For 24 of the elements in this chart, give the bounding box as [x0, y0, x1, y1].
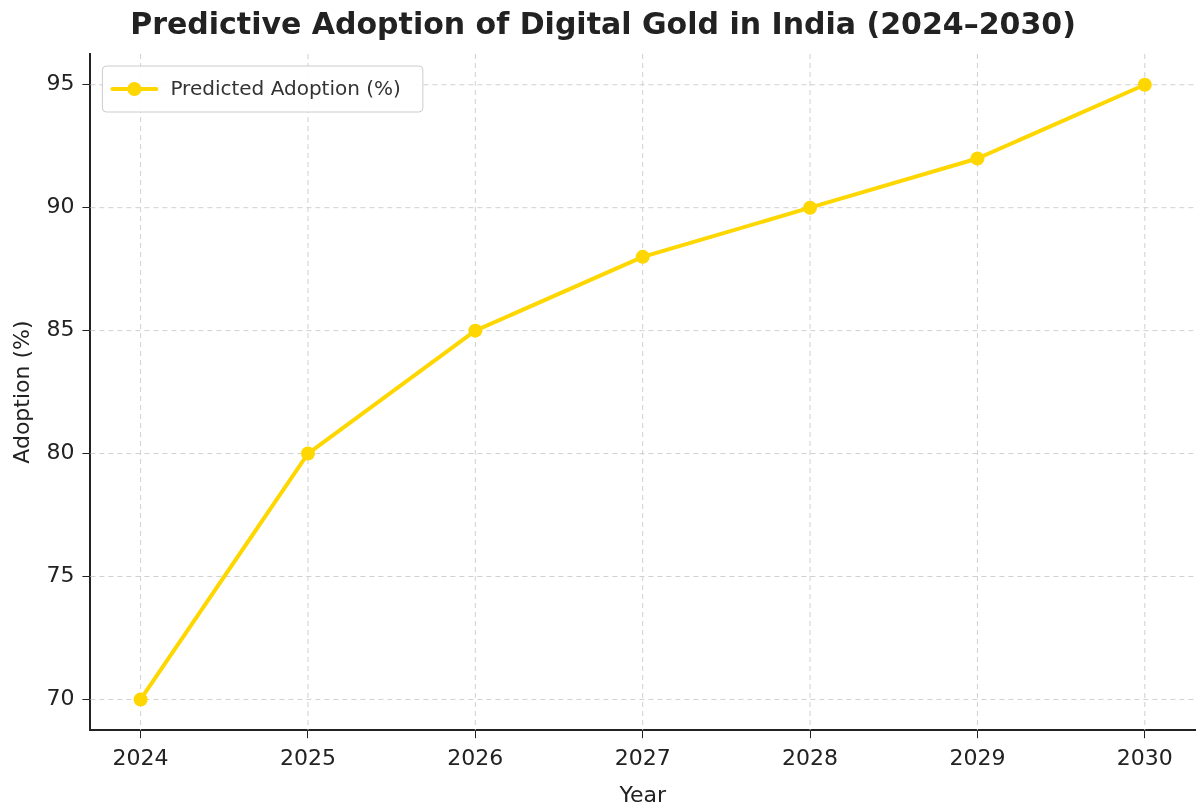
x-tick-label: 2028: [782, 745, 839, 771]
x-tick-label: 2024: [112, 745, 169, 771]
x-tick-label: 2026: [447, 745, 504, 771]
y-tick-label: 85: [46, 316, 75, 342]
y-tick-label: 80: [46, 439, 75, 465]
x-tick-label: 2030: [1116, 745, 1173, 771]
point: [133, 692, 148, 707]
point: [1137, 77, 1152, 92]
y-tick-label: 95: [46, 70, 75, 96]
x-tick-label: 2029: [949, 745, 1006, 771]
point: [970, 151, 985, 166]
point: [803, 200, 818, 215]
point: [635, 249, 650, 264]
y-tick-label: 70: [46, 685, 75, 711]
y-tick-label: 75: [46, 562, 75, 588]
legend-label: Predicted Adoption (%): [170, 76, 401, 101]
x-tick-label: 2027: [614, 745, 671, 771]
y-axis-title: Adoption (%): [8, 320, 34, 464]
point: [468, 323, 483, 338]
y-tick-label: 90: [46, 193, 75, 219]
x-tick-label: 2025: [279, 745, 336, 771]
x-axis-title: Year: [618, 781, 667, 807]
point: [300, 446, 315, 461]
chart-title: Predictive Adoption of Digital Gold in India (2024–2030): [130, 5, 1076, 41]
